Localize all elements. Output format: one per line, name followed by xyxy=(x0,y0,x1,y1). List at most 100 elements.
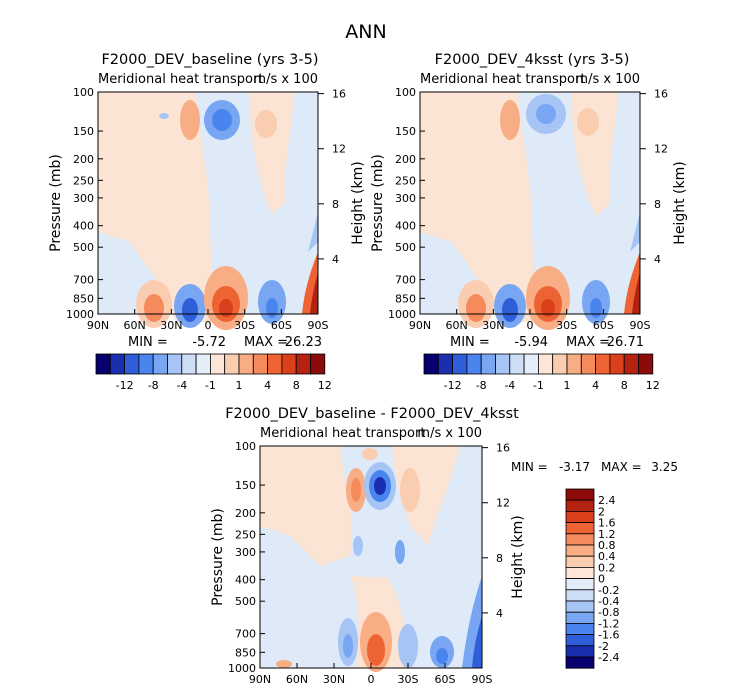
y-axis-label: Pressure (mb) xyxy=(48,154,64,252)
positive-core xyxy=(400,468,420,512)
x-tick-label: 0 xyxy=(527,319,534,332)
y-tick-label: 500 xyxy=(235,595,256,608)
x-tick-labels: 90N 60N 30N 0 30S 60S 90S xyxy=(249,673,493,686)
positive-core xyxy=(362,448,378,460)
colorbar-swatch xyxy=(595,353,611,375)
y-tick-label: 200 xyxy=(395,153,416,166)
min-label: MIN = xyxy=(128,335,168,350)
colorbar-swatch xyxy=(565,522,595,535)
min-value: -5.72 xyxy=(192,335,226,350)
colorbar-label: -8 xyxy=(476,379,487,392)
x-tick-label: 90S xyxy=(308,319,329,332)
colorbar-label: 2 xyxy=(598,505,605,518)
contour-field xyxy=(420,92,640,330)
colorbar-label: 0 xyxy=(598,573,605,586)
colorbar-swatch xyxy=(638,353,654,375)
y-tick-label: 100 xyxy=(73,86,94,99)
colorbar-swatch xyxy=(565,533,595,546)
surface-positive xyxy=(466,294,486,322)
colorbar-label: -4 xyxy=(504,379,515,392)
max-value: 3.25 xyxy=(651,460,678,474)
x-tick-label: 0 xyxy=(368,673,375,686)
y-tick-label: 400 xyxy=(235,574,256,587)
panel-subtitle: Meridional heat transport xyxy=(420,72,585,87)
max-value: 26.71 xyxy=(607,335,644,350)
y-tick-label: 200 xyxy=(73,153,94,166)
y-tick-label: 1000 xyxy=(388,308,416,321)
x-tick-label: 90S xyxy=(472,673,493,686)
y-tick-label: 1000 xyxy=(228,662,256,675)
x-tick-label: 30S xyxy=(398,673,419,686)
colorbar: 2.421.61.20.80.40.20-0.2-0.4-0.8-1.2-1.6… xyxy=(565,488,619,669)
negative-core xyxy=(159,113,169,119)
height-tick-label: 4 xyxy=(496,607,503,620)
colorbar-swatch xyxy=(295,353,311,375)
colorbar-swatch xyxy=(138,353,154,375)
colorbar-swatch xyxy=(210,353,226,375)
colorbar-label: 0.8 xyxy=(598,539,616,552)
y-tick-label: 300 xyxy=(235,546,256,559)
x-tick-label: 60N xyxy=(286,673,308,686)
panel-units: m/s x 100 xyxy=(575,72,640,87)
colorbar-label: 0.4 xyxy=(598,550,616,563)
height-tick-label: 16 xyxy=(332,88,346,101)
negative-core xyxy=(395,540,405,564)
y-tick-label: 850 xyxy=(235,646,256,659)
x-tick-labels: 90N 60N 30N 0 30S 60S 90S xyxy=(87,319,329,332)
x-tick-label: 30N xyxy=(482,319,504,332)
x-tick-label: 90S xyxy=(630,319,651,332)
colorbar-swatch xyxy=(565,600,595,613)
colorbar-swatch xyxy=(509,353,525,375)
colorbar-label: 1.6 xyxy=(598,517,616,530)
height-tick-label: 16 xyxy=(496,442,510,455)
height-tick-label: 12 xyxy=(332,143,346,156)
polar-negative xyxy=(630,212,640,252)
panel-units: m/s x 100 xyxy=(417,426,482,441)
colorbar-swatch xyxy=(538,353,554,375)
colorbar-label: -8 xyxy=(148,379,159,392)
colorbar-label: -12 xyxy=(116,379,134,392)
colorbar-label: 12 xyxy=(646,379,660,392)
colorbar-swatch xyxy=(109,353,126,375)
panel-4ksst: F2000_DEV_4ksst (yrs 3-5) Meridional hea… xyxy=(370,52,688,392)
y-tick-label: 500 xyxy=(73,241,94,254)
colorbar-label: -1.2 xyxy=(598,617,619,630)
colorbar-swatch xyxy=(281,353,297,375)
polar-negative xyxy=(472,616,482,668)
y-axis-right-label: Height (km) xyxy=(672,161,688,244)
colorbar-swatch xyxy=(195,353,211,375)
x-tick-label: 60N xyxy=(446,319,468,332)
ticks xyxy=(259,445,488,669)
x-tick-label: 60S xyxy=(593,319,614,332)
y-tick-label: 400 xyxy=(395,220,416,233)
colorbar-label: -0.4 xyxy=(598,595,619,608)
colorbar-label: -2.4 xyxy=(598,651,619,664)
colorbar-label: -0.2 xyxy=(598,584,619,597)
surface-negative xyxy=(398,624,418,668)
panel-units: m/s x 100 xyxy=(253,72,318,87)
colorbar-label: 2.4 xyxy=(598,494,616,507)
colorbar-label: -0.8 xyxy=(598,606,619,619)
surface-negative xyxy=(266,298,278,318)
colorbar-label: 8 xyxy=(621,379,628,392)
colorbar-label: -1 xyxy=(533,379,544,392)
contour-field xyxy=(98,92,318,330)
colorbar-swatch xyxy=(466,353,482,375)
surface-positive xyxy=(144,294,164,322)
panel-title: F2000_DEV_4ksst (yrs 3-5) xyxy=(435,52,630,68)
y-tick-label: 700 xyxy=(395,274,416,287)
y-tick-labels: 100 150 200 250 300 400 500 700 850 1000 xyxy=(228,440,256,675)
panel-title: F2000_DEV_baseline - F2000_DEV_4ksst xyxy=(225,406,519,422)
colorbar-swatch xyxy=(523,353,539,375)
surface-positive xyxy=(219,299,233,317)
colorbar-swatch xyxy=(580,353,597,375)
colorbar: -12 -8 -4 -1 1 4 8 12 xyxy=(423,353,660,392)
x-tick-label: 60S xyxy=(435,673,456,686)
ticks xyxy=(97,91,324,315)
height-tick-label: 8 xyxy=(496,552,503,565)
x-tick-labels: 90N 60N 30N 0 30S 60S 90S xyxy=(409,319,651,332)
colorbar-label: 12 xyxy=(318,379,332,392)
surface-negative xyxy=(343,634,353,658)
contour-field xyxy=(260,446,482,672)
positive-core xyxy=(351,478,361,502)
